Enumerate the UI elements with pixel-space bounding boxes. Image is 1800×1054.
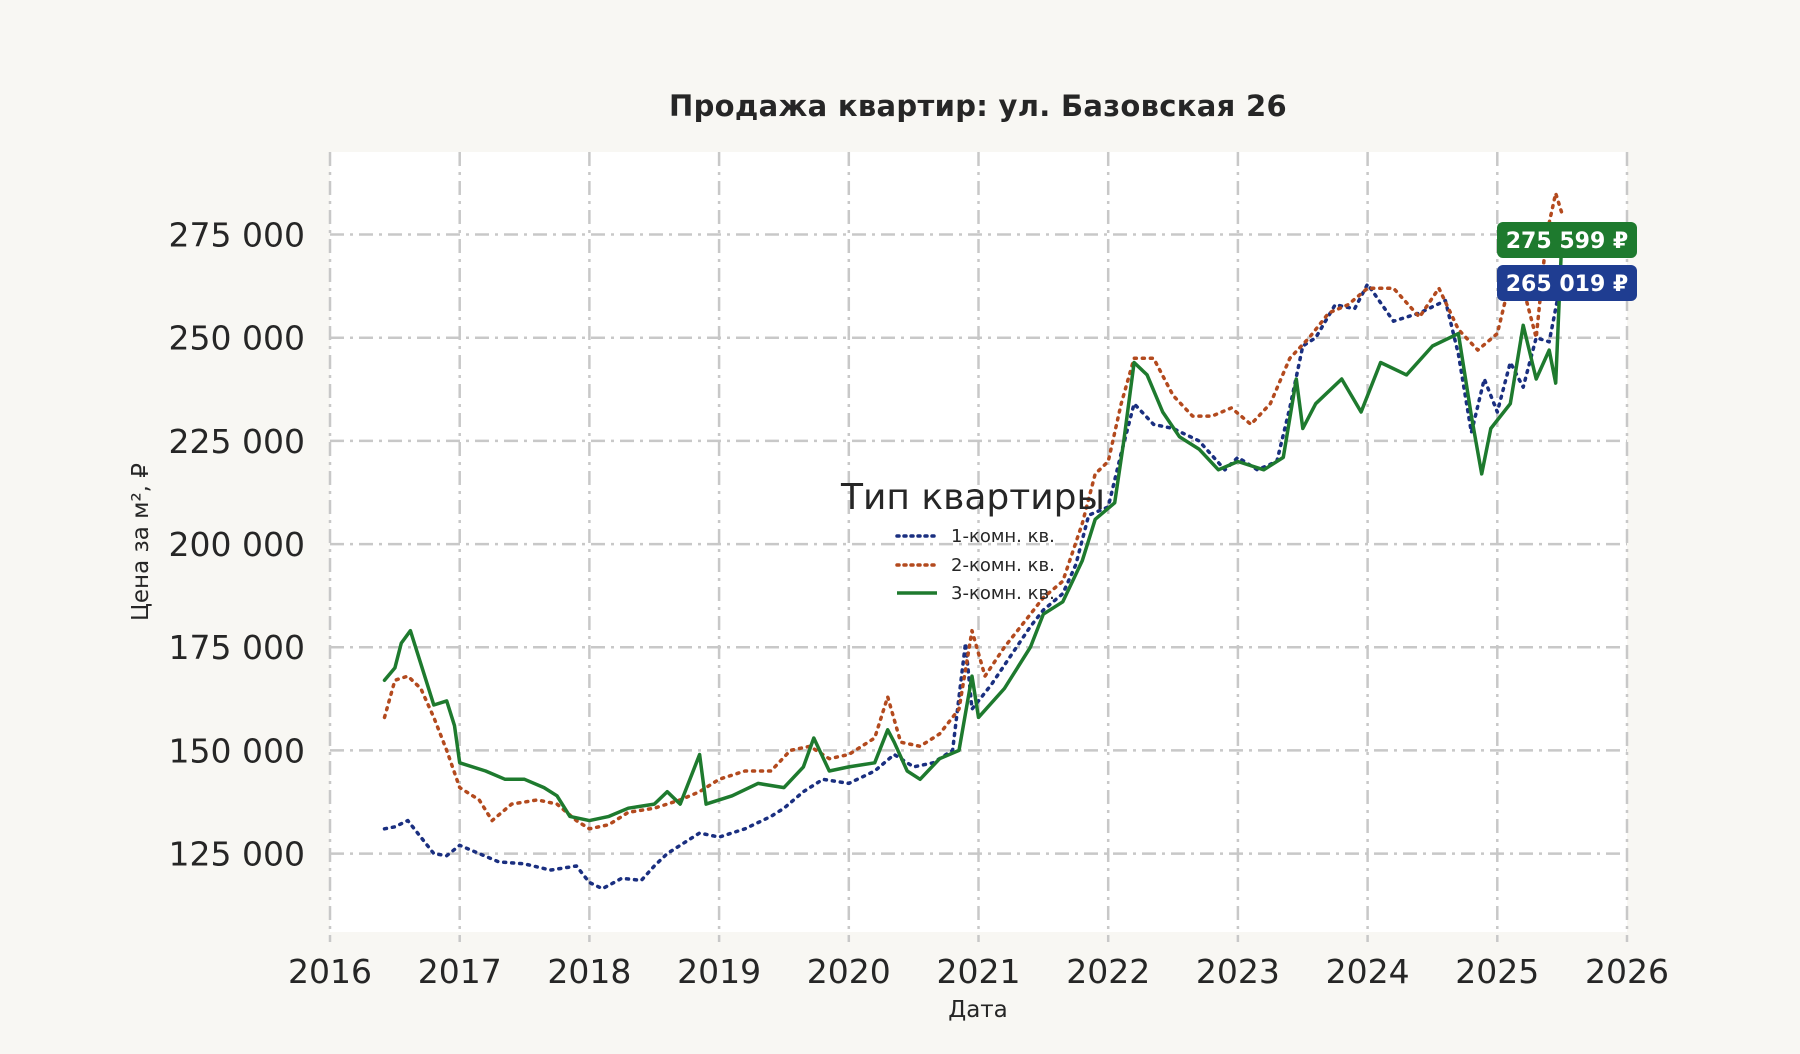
y-tick-label-175000: 175 000	[169, 628, 305, 667]
x-tick-label-2021: 2021	[937, 952, 1021, 991]
y-tick-label-225000: 225 000	[169, 422, 305, 461]
series-lines	[382, 191, 1564, 891]
price-badge-1room-bg	[1497, 265, 1637, 301]
legend-item-2room: 2-комн. кв.	[895, 555, 1055, 576]
x-tick-label-2023: 2023	[1196, 952, 1280, 991]
legend-title: Тип квартиры	[840, 477, 1105, 518]
legend: Тип квартиры 1-комн. кв. 2-комн. кв. 3-к…	[840, 477, 1105, 604]
series-line-1room	[382, 273, 1564, 891]
x-tick-label-2026: 2026	[1585, 952, 1669, 991]
x-tick-label-2025: 2025	[1455, 952, 1539, 991]
x-tick-label-2024: 2024	[1326, 952, 1410, 991]
legend-label-1room: 1-комн. кв.	[951, 526, 1055, 547]
x-tick-label-2018: 2018	[547, 952, 631, 991]
chart-title: Продажа квартир: ул. Базовская 26	[669, 89, 1287, 123]
legend-item-1room: 1-комн. кв.	[895, 526, 1055, 547]
y-axis-label: Цена за м², ₽	[128, 463, 154, 621]
price-badge-3room-bg	[1497, 222, 1637, 258]
y-axis-ticks: 125 000 150 000 175 000 200 000 225 000 250 0…	[169, 216, 305, 874]
y-tick-label-250000: 250 000	[169, 319, 305, 358]
series-line-3room	[382, 230, 1564, 823]
y-tick-label-200000: 200 000	[169, 525, 305, 564]
y-tick-label-150000: 150 000	[169, 731, 305, 770]
legend-label-3room: 3-комн. кв.	[951, 583, 1055, 604]
series-line-2room	[382, 191, 1564, 831]
x-axis-label: Дата	[948, 997, 1008, 1023]
y-tick-label-125000: 125 000	[169, 835, 305, 874]
x-tick-label-2017: 2017	[418, 952, 502, 991]
legend-label-2room: 2-комн. кв.	[951, 555, 1055, 576]
x-tick-label-2019: 2019	[677, 952, 761, 991]
x-tick-label-2020: 2020	[807, 952, 891, 991]
price-badge-3room-text: 275 599 ₽	[1506, 229, 1628, 254]
x-axis-ticks: 2016 2017 2018 2019 2020 2021 2022 2023 2024 2025…	[288, 952, 1669, 991]
grid	[328, 152, 1629, 942]
x-tick-label-2016: 2016	[288, 952, 372, 991]
price-badge-1room: 265 019 ₽	[1497, 265, 1637, 301]
price-badge-3room: 275 599 ₽	[1497, 222, 1637, 258]
y-tick-label-275000: 275 000	[169, 216, 305, 255]
legend-item-3room: 3-комн. кв.	[897, 583, 1055, 604]
x-tick-label-2022: 2022	[1066, 952, 1150, 991]
price-badge-1room-text: 265 019 ₽	[1506, 272, 1628, 297]
